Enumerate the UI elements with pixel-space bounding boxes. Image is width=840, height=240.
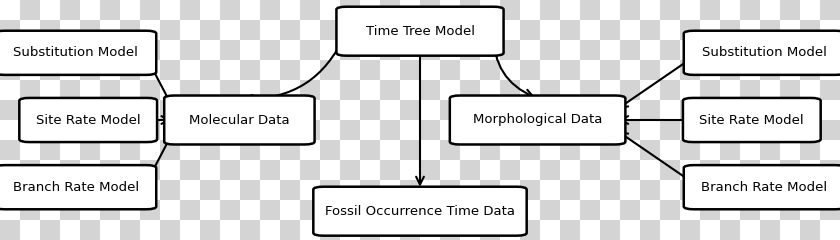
FancyBboxPatch shape [164, 96, 314, 144]
FancyBboxPatch shape [0, 165, 156, 209]
Text: Fossil Occurrence Time Data: Fossil Occurrence Time Data [325, 205, 515, 218]
FancyBboxPatch shape [450, 96, 625, 144]
Text: Molecular Data: Molecular Data [189, 114, 290, 126]
FancyBboxPatch shape [684, 31, 840, 75]
Text: Substitution Model: Substitution Model [702, 46, 827, 59]
FancyBboxPatch shape [19, 98, 157, 142]
Text: Morphological Data: Morphological Data [473, 114, 602, 126]
FancyBboxPatch shape [313, 187, 527, 236]
Text: Site Rate Model: Site Rate Model [36, 114, 140, 126]
Text: Time Tree Model: Time Tree Model [365, 25, 475, 38]
Text: Branch Rate Model: Branch Rate Model [701, 181, 827, 194]
FancyBboxPatch shape [684, 165, 840, 209]
FancyBboxPatch shape [683, 98, 821, 142]
FancyBboxPatch shape [0, 31, 156, 75]
Text: Substitution Model: Substitution Model [13, 46, 138, 59]
Text: Branch Rate Model: Branch Rate Model [13, 181, 139, 194]
Text: Site Rate Model: Site Rate Model [700, 114, 804, 126]
FancyBboxPatch shape [336, 7, 503, 56]
